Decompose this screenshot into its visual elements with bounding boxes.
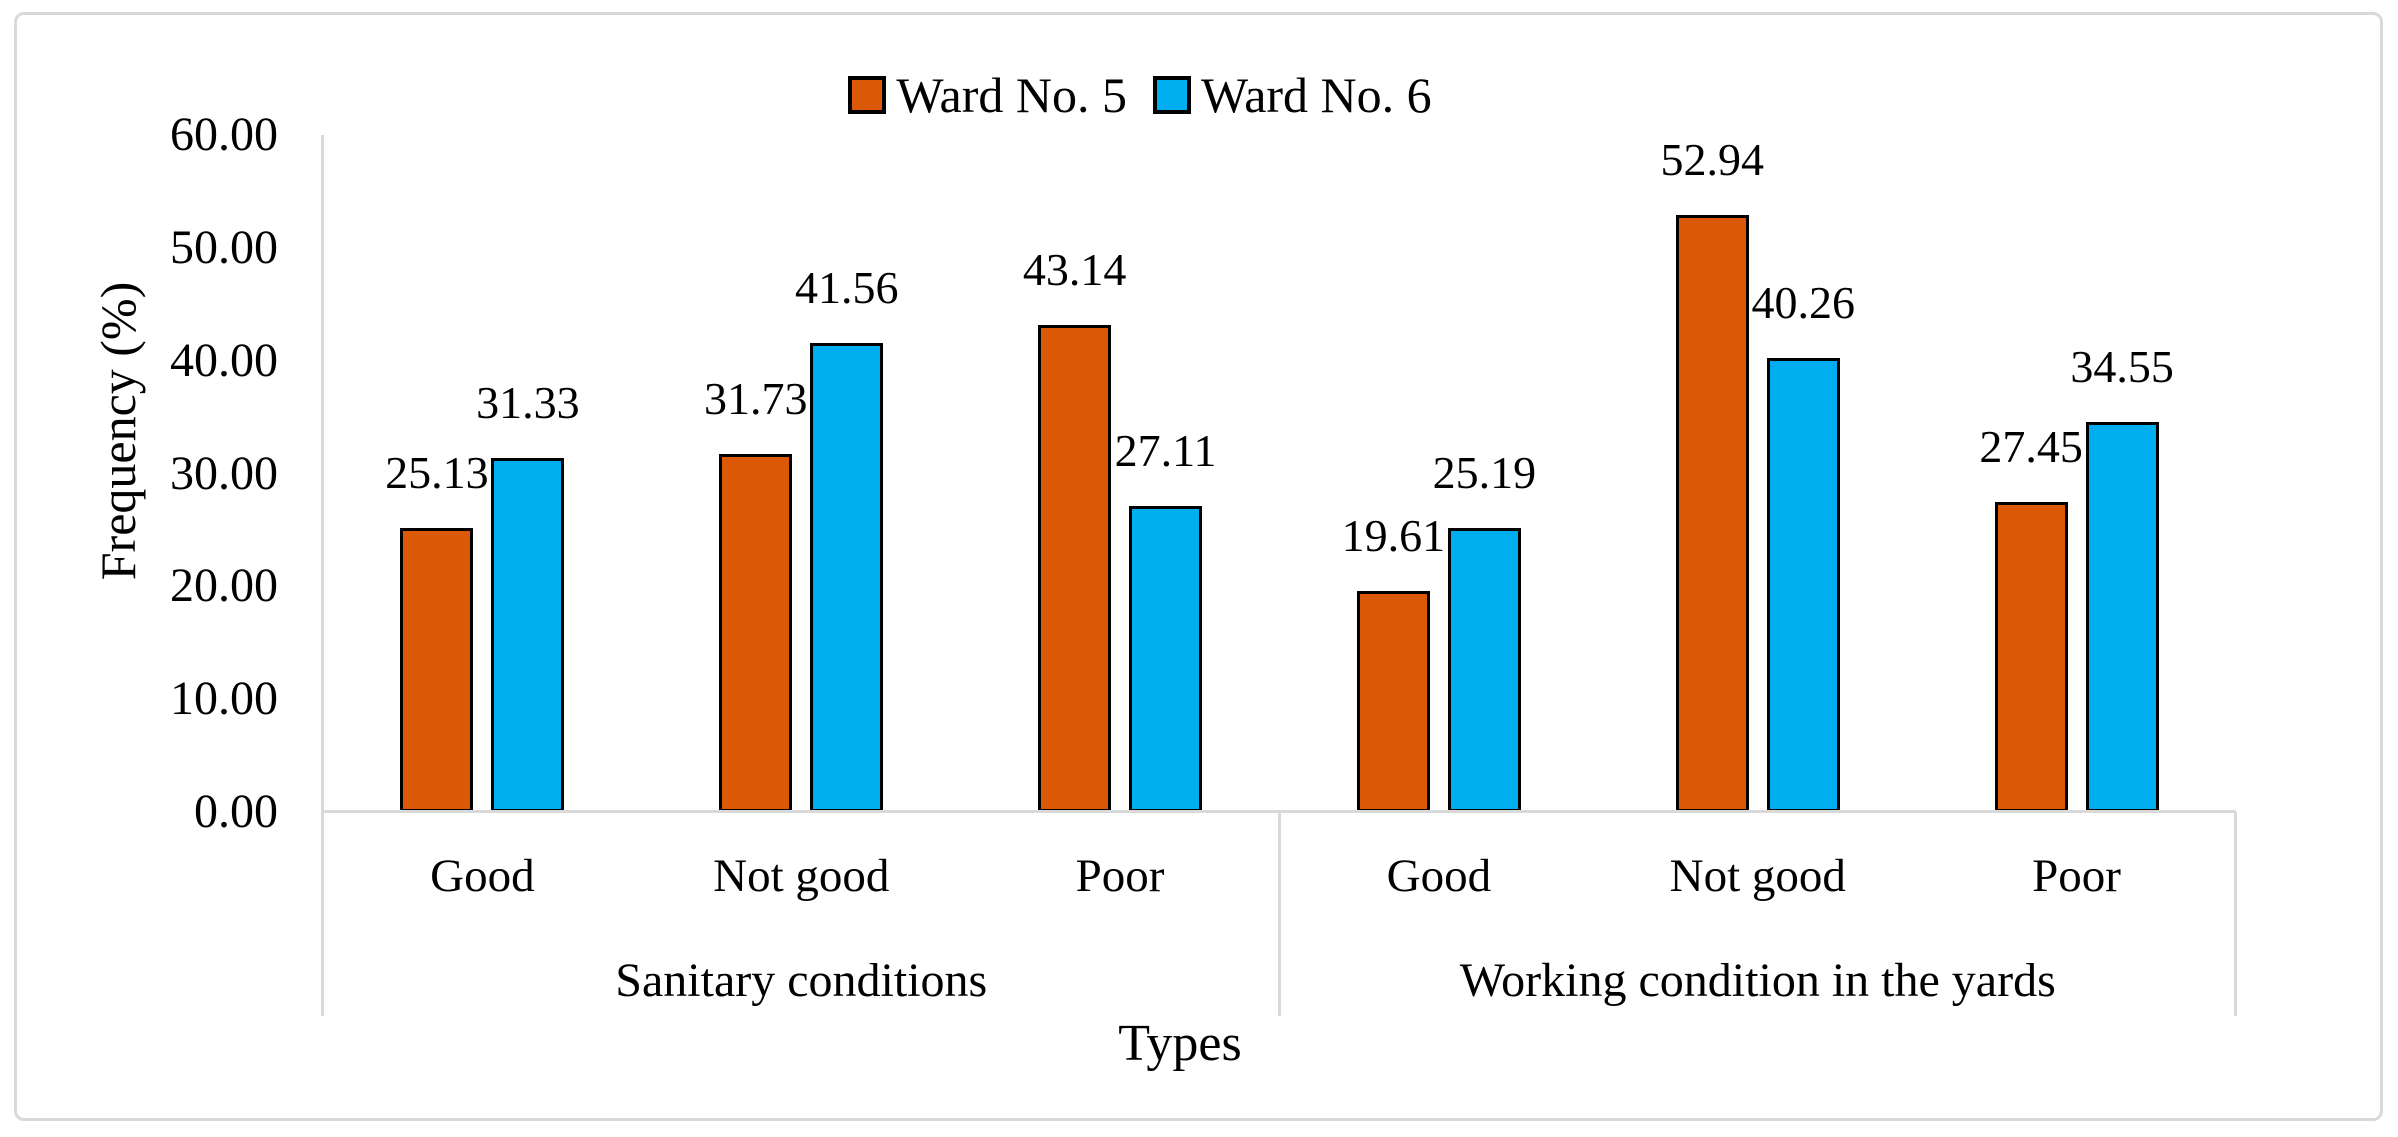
category-label: Not good [1669, 850, 1846, 902]
y-tick-label: 20.00 [170, 559, 278, 613]
y-axis-line [321, 135, 324, 1016]
bar-ward-no-5-not-good [1675, 214, 1749, 812]
bar-value-label: 52.94 [1660, 133, 1765, 185]
bar-value-label: 27.11 [1114, 425, 1217, 477]
category-group-label: Working condition in the yards [1459, 954, 2056, 1007]
bar-ward-no-6-not-good [1766, 357, 1840, 812]
bar-ward-no-6-good [1447, 527, 1521, 812]
category-group-separator [1277, 812, 1281, 1016]
legend-item-2: Ward No. 6 [1153, 66, 1432, 124]
category-group-label: Sanitary conditions [615, 954, 988, 1007]
bar-ward-no-5-good [1356, 590, 1430, 812]
category-label: Good [430, 850, 535, 902]
legend-swatch-2 [1153, 76, 1191, 114]
bar-ward-no-6-good [491, 458, 565, 812]
legend-swatch-1 [848, 76, 887, 114]
bar-value-label: 27.45 [1979, 421, 2083, 473]
y-tick-label: 0.00 [194, 785, 278, 838]
bar-ward-no-5-good [400, 528, 474, 812]
category-label: Poor [2032, 850, 2121, 902]
y-tick-label: 10.00 [170, 672, 278, 726]
category-label: Poor [1075, 850, 1165, 902]
bar-ward-no-6-poor [1129, 506, 1203, 812]
category-group-separator [2234, 812, 2237, 1016]
bar-value-label: 41.56 [795, 262, 899, 314]
legend-item-1: Ward No. 5 [848, 66, 1127, 124]
bar-value-label: 25.19 [1432, 446, 1537, 498]
legend-label-2: Ward No. 6 [1201, 67, 1432, 123]
bar-value-label: 40.26 [1751, 276, 1856, 328]
bar-value-label: 31.33 [476, 377, 580, 429]
legend: Ward No. 5 Ward No. 6 [0, 66, 2280, 124]
x-axis-title: Types [1118, 1015, 1242, 1072]
legend-label-1: Ward No. 5 [896, 67, 1127, 123]
bar-ward-no-5-not-good [719, 453, 793, 812]
x-axis-line [323, 810, 2236, 813]
bar-ward-no-6-not-good [810, 343, 884, 812]
bar-value-label: 25.13 [385, 447, 489, 499]
chart-frame [14, 12, 2383, 1121]
y-tick-label: 60.00 [170, 108, 278, 161]
category-label: Good [1386, 850, 1492, 902]
y-tick-label: 30.00 [170, 446, 278, 500]
category-label: Not good [713, 850, 890, 902]
bar-ward-no-6-poor [2085, 422, 2159, 812]
bar-value-label: 31.73 [704, 372, 808, 424]
y-tick-label: 40.00 [170, 333, 278, 387]
bar-value-label: 43.14 [1022, 244, 1127, 296]
bar-ward-no-5-poor [1994, 502, 2068, 812]
bar-value-label: 34.55 [2070, 341, 2174, 393]
bar-ward-no-5-poor [1038, 325, 1112, 812]
y-tick-label: 50.00 [170, 220, 278, 274]
bar-value-label: 19.61 [1341, 509, 1446, 561]
